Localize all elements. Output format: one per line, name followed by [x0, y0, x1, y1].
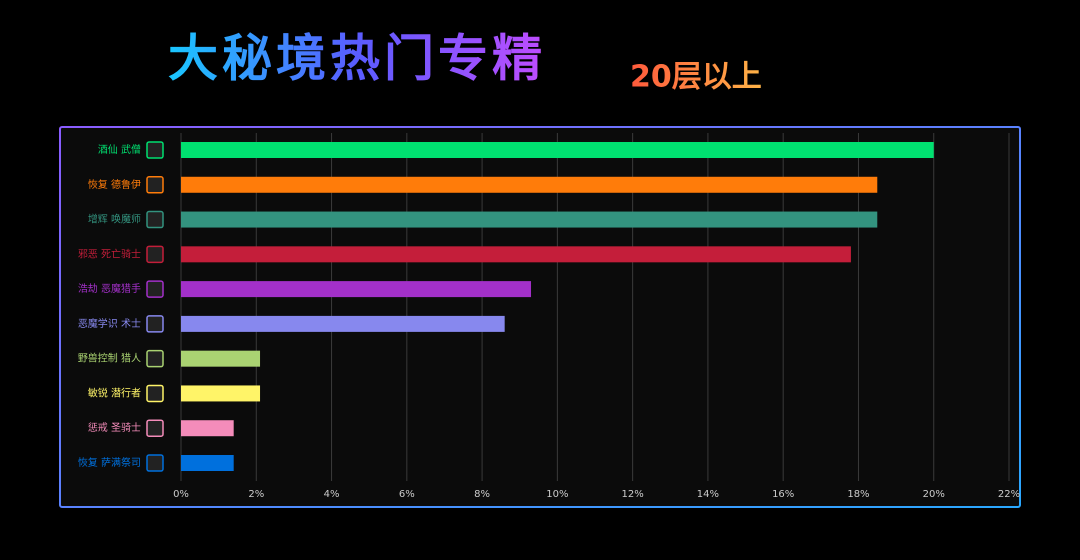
x-tick-label: 6%	[399, 489, 415, 500]
y-tick-label: 增辉 唤魔师	[88, 213, 141, 226]
x-tick-label: 22%	[998, 489, 1020, 500]
bar	[181, 385, 261, 402]
y-tick-label: 恶魔学识 术士	[78, 317, 141, 330]
x-tick-label: 10%	[546, 489, 568, 500]
bar	[181, 350, 261, 367]
x-tick-label: 0%	[173, 489, 189, 500]
spec-icon	[146, 245, 164, 264]
y-tick-label: 野兽控制 猎人	[78, 352, 141, 365]
bar	[181, 420, 234, 437]
bar	[181, 315, 505, 332]
spec-icon	[146, 315, 164, 333]
x-tick-label: 18%	[847, 489, 869, 500]
y-tick-label: 邪恶 死亡骑士	[78, 247, 141, 260]
x-tick-label: 20%	[923, 489, 945, 500]
x-tick-label: 8%	[474, 489, 490, 500]
y-tick-label: 敏锐 潜行者	[88, 386, 141, 399]
spec-icon	[146, 176, 164, 194]
x-tick-label: 2%	[248, 489, 264, 500]
x-tick-label: 14%	[697, 489, 719, 500]
spec-icon	[146, 210, 164, 229]
bar	[181, 281, 532, 298]
x-tick-label: 4%	[324, 489, 340, 500]
spec-icon	[146, 141, 164, 159]
spec-icon	[146, 280, 164, 298]
x-tick-label: 16%	[772, 489, 794, 500]
bar	[181, 455, 234, 471]
y-tick-label: 恢复 德鲁伊	[88, 178, 141, 191]
y-tick-label: 浩劫 恶魔猎手	[78, 282, 141, 295]
bar	[181, 142, 934, 158]
bar	[181, 176, 878, 193]
y-tick-label: 酒仙 武僧	[98, 143, 141, 156]
bar	[181, 211, 878, 228]
y-tick-label: 恢复 萨满祭司	[78, 456, 141, 469]
y-tick-label: 惩戒 圣骑士	[88, 421, 141, 434]
chart-title: 大秘境热门专精	[168, 30, 546, 88]
chart-subtitle: 20层以上	[630, 60, 762, 95]
spec-icon	[146, 349, 164, 368]
spec-icon	[146, 419, 164, 437]
spec-icon	[146, 454, 164, 472]
bar	[181, 246, 851, 263]
x-tick-label: 12%	[622, 489, 644, 500]
spec-icon	[146, 384, 164, 403]
